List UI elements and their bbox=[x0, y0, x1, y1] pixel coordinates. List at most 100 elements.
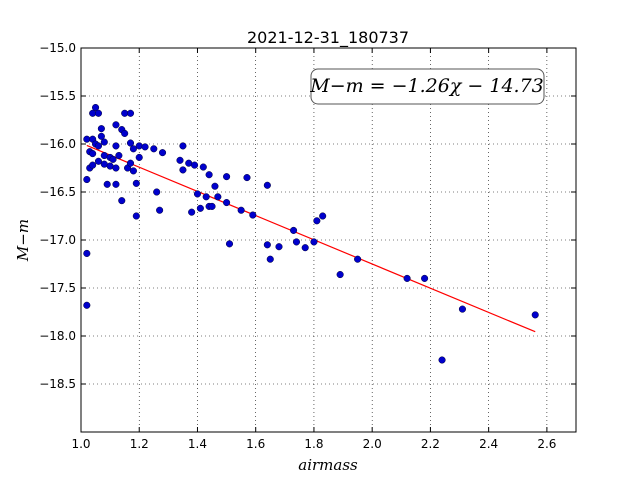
y-axis-label: M−m bbox=[14, 219, 32, 262]
data-point bbox=[109, 155, 117, 163]
annotation-text: M−m = −1.26χ − 14.73 bbox=[309, 75, 544, 97]
data-point bbox=[94, 142, 103, 150]
x-tick-label: 1.6 bbox=[246, 437, 265, 451]
data-point bbox=[313, 217, 321, 225]
y-axis-ticks: −15.0 −15.5 −16.0 −16.5 −17.0 −17.5 −18.0 −18.5 bbox=[39, 41, 576, 391]
data-point bbox=[193, 190, 202, 198]
data-point bbox=[214, 193, 222, 201]
data-points bbox=[83, 103, 539, 364]
data-point bbox=[89, 150, 97, 158]
data-point bbox=[150, 145, 158, 153]
data-point bbox=[83, 249, 91, 257]
data-point bbox=[153, 188, 161, 196]
y-tick-label: −16.5 bbox=[39, 185, 76, 199]
data-point bbox=[121, 129, 129, 137]
data-point bbox=[112, 121, 120, 129]
data-point bbox=[100, 138, 108, 146]
data-point bbox=[310, 238, 318, 246]
data-point bbox=[115, 151, 123, 160]
data-point bbox=[301, 244, 309, 252]
data-point bbox=[275, 243, 283, 251]
data-point bbox=[126, 159, 135, 167]
x-tick-label: 1.4 bbox=[188, 437, 207, 451]
data-point bbox=[354, 255, 362, 263]
data-point bbox=[179, 142, 187, 150]
data-point bbox=[458, 305, 466, 313]
data-point bbox=[126, 139, 135, 147]
x-axis-label: airmass bbox=[298, 456, 358, 474]
data-point bbox=[141, 143, 149, 151]
y-tick-label: −18.5 bbox=[39, 377, 76, 391]
x-tick-label: 1.0 bbox=[71, 437, 90, 451]
data-point bbox=[225, 240, 234, 248]
y-tick-label: −17.0 bbox=[39, 233, 76, 247]
data-point bbox=[319, 212, 327, 220]
data-point bbox=[83, 175, 91, 184]
data-point bbox=[223, 199, 231, 207]
data-point bbox=[249, 211, 257, 219]
data-point bbox=[179, 166, 187, 174]
x-tick-label: 2.2 bbox=[421, 437, 440, 451]
data-point bbox=[97, 132, 105, 140]
data-point bbox=[129, 145, 137, 153]
data-point bbox=[92, 103, 100, 112]
x-tick-label: 1.8 bbox=[304, 437, 323, 451]
data-point bbox=[156, 206, 164, 214]
data-point bbox=[94, 109, 103, 117]
data-point bbox=[237, 206, 245, 214]
data-point bbox=[83, 301, 91, 309]
data-point bbox=[266, 255, 274, 263]
data-point bbox=[292, 238, 301, 246]
fit-line bbox=[86, 144, 536, 333]
data-point bbox=[223, 173, 231, 181]
data-point bbox=[129, 167, 137, 175]
data-point bbox=[188, 208, 196, 216]
fit-equation-annotation: M−m = −1.26χ − 14.73 bbox=[309, 68, 545, 105]
chart-title: 2021-12-31_180737 bbox=[247, 28, 409, 48]
data-point bbox=[211, 182, 219, 190]
x-tick-label: 1.2 bbox=[130, 437, 149, 451]
data-point bbox=[112, 180, 120, 188]
data-point bbox=[531, 311, 539, 319]
data-point bbox=[243, 174, 251, 182]
data-point bbox=[403, 274, 411, 282]
data-point bbox=[263, 181, 271, 189]
x-tick-label: 2.6 bbox=[537, 437, 556, 451]
data-point bbox=[202, 193, 210, 201]
data-point bbox=[97, 125, 105, 133]
data-point bbox=[421, 274, 429, 282]
data-point bbox=[126, 109, 135, 117]
data-point bbox=[118, 197, 126, 205]
data-point bbox=[135, 153, 143, 161]
data-point bbox=[438, 356, 446, 364]
fit-line-group bbox=[86, 144, 536, 333]
x-tick-label: 2.0 bbox=[363, 437, 382, 451]
y-tick-label: −17.5 bbox=[39, 281, 76, 295]
data-point bbox=[199, 163, 207, 171]
data-point bbox=[112, 142, 120, 150]
x-axis-ticks: 1.0 1.2 1.4 1.6 1.8 2.0 2.2 2.4 2.6 bbox=[71, 48, 556, 451]
data-point bbox=[336, 271, 344, 279]
grid bbox=[80, 47, 576, 432]
data-point bbox=[132, 179, 140, 187]
data-point bbox=[135, 142, 143, 150]
data-point bbox=[112, 164, 120, 172]
data-point bbox=[290, 226, 298, 234]
data-point bbox=[89, 161, 97, 169]
data-point bbox=[94, 157, 103, 165]
y-tick-label: −18.0 bbox=[39, 329, 76, 343]
x-tick-label: 2.4 bbox=[479, 437, 498, 451]
data-point bbox=[191, 161, 199, 169]
data-point bbox=[158, 149, 167, 157]
y-tick-label: −16.0 bbox=[39, 137, 76, 151]
data-point bbox=[263, 241, 271, 249]
data-point bbox=[205, 171, 213, 179]
annotation-box bbox=[310, 68, 545, 105]
data-point bbox=[208, 202, 216, 210]
data-point bbox=[176, 156, 184, 164]
y-tick-label: −15.5 bbox=[39, 89, 76, 103]
data-point bbox=[196, 204, 204, 212]
y-tick-label: −15.0 bbox=[39, 41, 76, 55]
data-point bbox=[132, 212, 140, 220]
